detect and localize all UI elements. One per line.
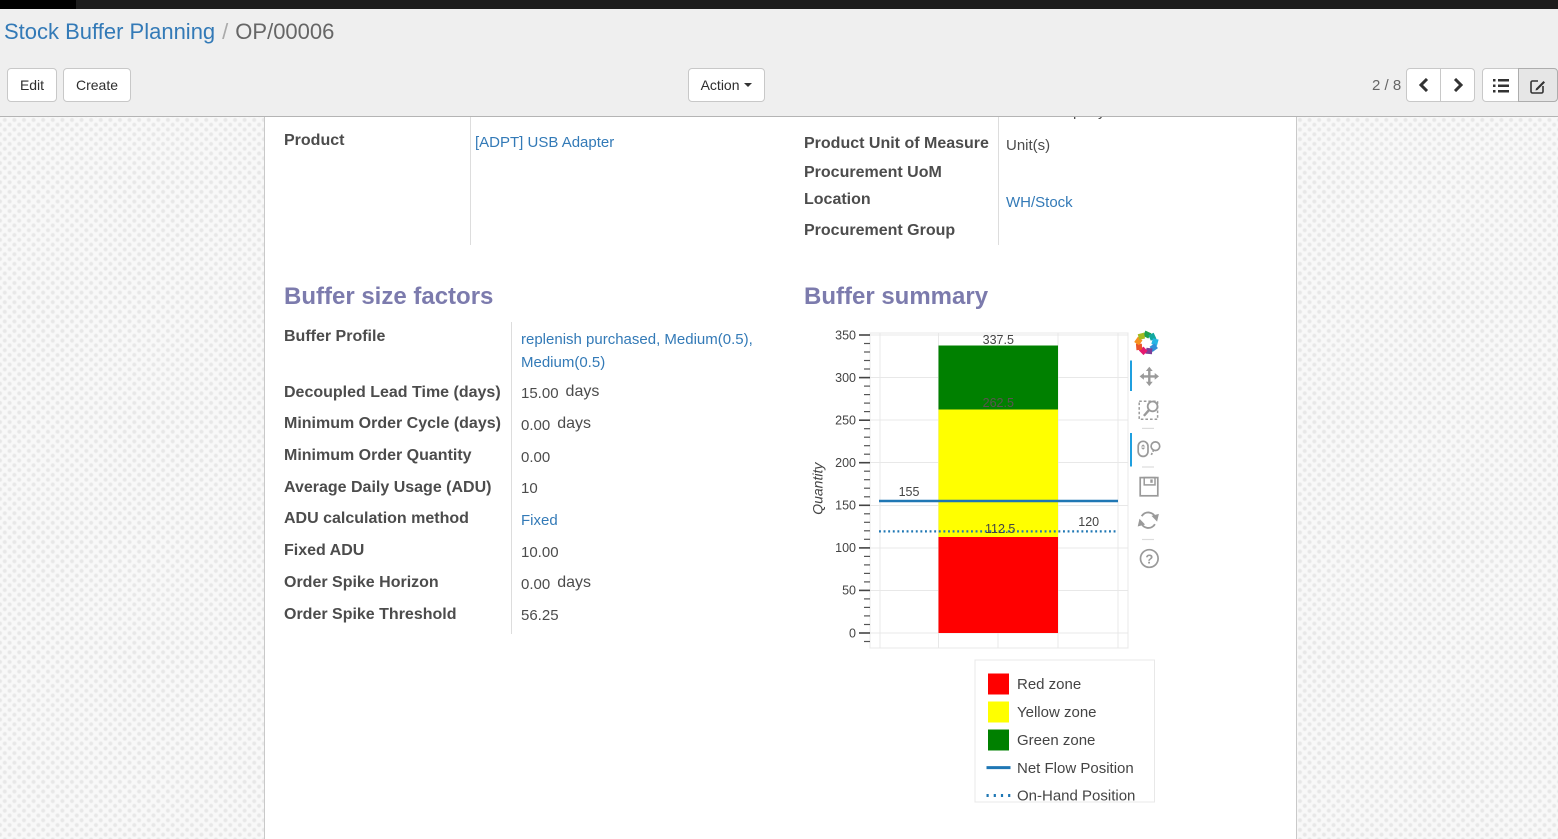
svg-text:?: ? (1145, 551, 1153, 566)
svg-text:Net Flow Position: Net Flow Position (1017, 760, 1134, 777)
svg-text:150: 150 (835, 499, 856, 513)
svg-text:On-Hand Position: On-Hand Position (1017, 788, 1135, 805)
svg-text:Red zone: Red zone (1017, 676, 1081, 693)
svg-text:0: 0 (849, 626, 856, 640)
svg-text:Quantity: Quantity (810, 462, 826, 515)
svg-text:300: 300 (835, 371, 856, 385)
svg-text:250: 250 (835, 414, 856, 428)
svg-text:200: 200 (835, 456, 856, 470)
svg-text:112.5: 112.5 (985, 522, 1015, 536)
svg-text:120: 120 (1078, 515, 1099, 529)
svg-text:100: 100 (835, 541, 856, 555)
svg-text:Green zone: Green zone (1017, 732, 1095, 749)
svg-text:155: 155 (899, 485, 920, 499)
svg-text:350: 350 (835, 328, 856, 342)
svg-text:Yellow zone: Yellow zone (1017, 704, 1097, 721)
svg-text:337.5: 337.5 (983, 333, 1014, 347)
svg-text:262.5: 262.5 (983, 396, 1014, 410)
svg-text:50: 50 (842, 584, 856, 598)
